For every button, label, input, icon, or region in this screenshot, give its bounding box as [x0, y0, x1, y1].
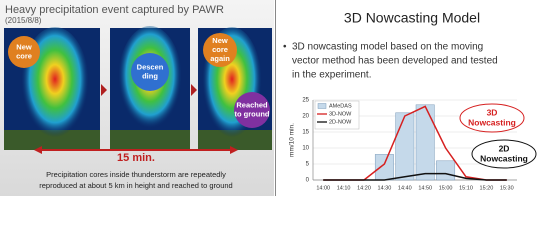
bar	[374, 154, 394, 181]
annotation: Nowcasting	[468, 117, 516, 127]
x-tick-label: 15:30	[500, 185, 514, 191]
bubble-label: to ground	[235, 109, 270, 118]
bubble	[8, 36, 40, 68]
x-tick-label: 15:20	[480, 185, 494, 191]
bubble	[131, 53, 169, 91]
legend-swatch	[317, 103, 327, 109]
x-tick-label: 14:30	[378, 185, 392, 191]
annotation: 3D	[487, 107, 498, 117]
x-tick-label: 15:10	[459, 185, 473, 191]
bubble-label: again	[210, 54, 230, 63]
bullet-text: vector method has been developed and tes…	[292, 56, 498, 67]
bubble-label: core	[16, 51, 32, 60]
duration: 15 min.	[117, 152, 155, 164]
annotation: Nowcasting	[480, 153, 528, 163]
radar-images	[4, 26, 272, 154]
annotation-outline	[459, 103, 525, 133]
x-tick-label: 14:00	[316, 185, 330, 191]
bubble-label: New	[212, 36, 228, 45]
y-tick-label: 0	[306, 178, 310, 184]
x-tick-label: 14:50	[418, 185, 432, 191]
bullet-text: in the experiment.	[292, 70, 372, 81]
y-tick-label: 25	[302, 98, 309, 104]
y-tick-label: 15	[302, 130, 309, 136]
x-tick-label: 14:10	[337, 185, 351, 191]
line	[323, 172, 507, 181]
bubble-label: ding	[142, 71, 158, 80]
arrow	[191, 84, 197, 96]
ground	[110, 130, 190, 150]
arrow-head	[230, 146, 238, 154]
date: (2015/8/8)	[5, 16, 42, 25]
bar	[436, 160, 456, 181]
bullet-dot: •	[283, 42, 287, 53]
x-tick-label: 14:20	[357, 185, 371, 191]
right-title: 3D Nowcasting Model	[344, 10, 480, 26]
bubble	[234, 92, 270, 128]
legend-label: AMeDAS	[329, 103, 352, 109]
annotation: 2D	[499, 143, 510, 153]
bubble-label: Descen	[137, 62, 164, 71]
y-tick-label: 20	[302, 114, 309, 120]
x-tick-label: 14:40	[398, 185, 412, 191]
legend-label: 3D-NOW	[329, 111, 352, 117]
arrow-head	[34, 146, 42, 154]
bubble-label: Reached	[236, 100, 268, 109]
bubble-label: core	[212, 45, 228, 54]
bubble-label: New	[16, 42, 32, 51]
arrow	[101, 84, 107, 96]
caption: Precipitation cores inside thunderstorm …	[46, 170, 226, 179]
left-title: Heavy precipitation event captured by PA…	[5, 4, 224, 16]
page: Heavy precipitation event captured by PA…	[0, 0, 537, 196]
legend-label: 2D-NOW	[329, 119, 352, 125]
x-tick-label: 15:00	[439, 185, 453, 191]
y-tick-label: 5	[306, 162, 310, 168]
caption: reproduced at about 5 km in height and r…	[39, 181, 232, 190]
y-axis-label: mm/10 min.	[289, 123, 296, 157]
annotation-outline	[471, 139, 537, 169]
bubble	[203, 33, 237, 67]
bar	[395, 112, 415, 181]
bullet-text: 3D nowcasting model based on the moving	[292, 42, 483, 53]
y-tick-label: 10	[302, 146, 309, 152]
bar	[415, 104, 435, 181]
